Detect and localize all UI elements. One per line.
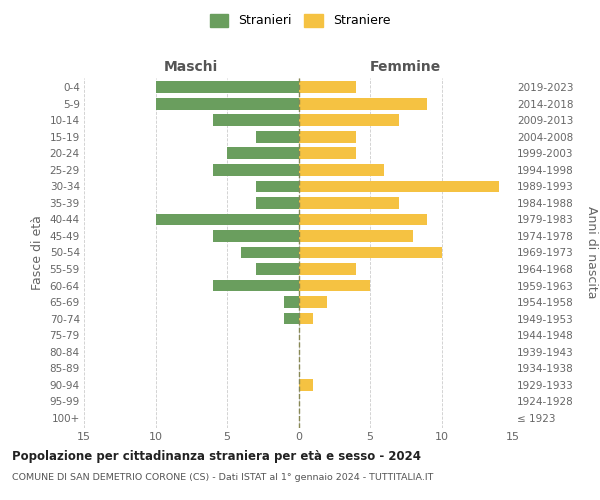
Bar	[241, 246, 299, 258]
Bar	[299, 197, 398, 209]
Text: COMUNE DI SAN DEMETRIO CORONE (CS) - Dati ISTAT al 1° gennaio 2024 - TUTTITALIA.: COMUNE DI SAN DEMETRIO CORONE (CS) - Dat…	[12, 472, 433, 482]
Y-axis label: Anni di nascita: Anni di nascita	[585, 206, 598, 298]
Bar	[299, 230, 413, 242]
Bar	[284, 312, 299, 324]
Bar	[299, 98, 427, 110]
Bar	[256, 263, 299, 275]
Bar	[212, 114, 299, 126]
Bar	[299, 246, 442, 258]
Bar	[299, 296, 327, 308]
Bar	[155, 214, 299, 226]
Bar	[299, 114, 398, 126]
Bar	[284, 296, 299, 308]
Bar	[212, 164, 299, 176]
Bar	[299, 312, 313, 324]
Bar	[227, 148, 299, 160]
Legend: Stranieri, Straniere: Stranieri, Straniere	[205, 8, 395, 32]
Bar	[256, 197, 299, 209]
Bar	[299, 214, 427, 226]
Bar	[299, 131, 356, 143]
Text: Maschi: Maschi	[164, 60, 218, 74]
Text: Femmine: Femmine	[370, 60, 442, 74]
Bar	[299, 280, 370, 291]
Bar	[256, 131, 299, 143]
Bar	[212, 280, 299, 291]
Bar	[299, 378, 313, 390]
Bar	[299, 164, 385, 176]
Bar	[299, 148, 356, 160]
Bar	[155, 98, 299, 110]
Bar	[299, 180, 499, 192]
Bar	[212, 230, 299, 242]
Text: Popolazione per cittadinanza straniera per età e sesso - 2024: Popolazione per cittadinanza straniera p…	[12, 450, 421, 463]
Bar	[155, 82, 299, 94]
Y-axis label: Fasce di età: Fasce di età	[31, 215, 44, 290]
Bar	[256, 180, 299, 192]
Bar	[299, 82, 356, 94]
Bar	[299, 263, 356, 275]
